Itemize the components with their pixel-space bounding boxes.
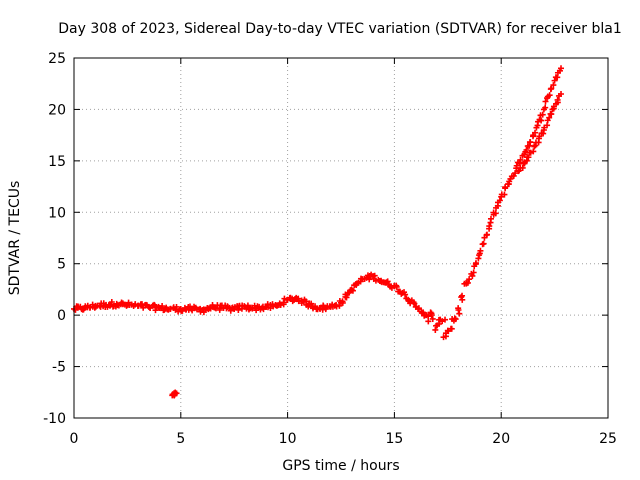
data-point (371, 272, 378, 279)
data-point (480, 240, 487, 247)
data-point (525, 154, 532, 161)
axis-ticks: 0 5 10 15 20 25 -10 -5 0 5 10 15 20 25 (43, 51, 617, 447)
y-tick-label: 0 (57, 308, 66, 324)
data-point (546, 114, 553, 121)
data-point (548, 111, 555, 118)
data-point (429, 315, 436, 322)
data-point (235, 306, 242, 313)
data-point (532, 129, 539, 136)
data-point (349, 287, 356, 294)
data-point (280, 301, 287, 308)
data-point (464, 279, 471, 286)
data-point (455, 307, 462, 313)
data-point (496, 197, 503, 204)
y-tick-label: 5 (57, 257, 66, 273)
data-point (539, 111, 546, 118)
chart-title: Day 308 of 2023, Sidereal Day-to-day VTE… (58, 21, 621, 37)
data-point (542, 104, 549, 111)
data-point (179, 307, 186, 314)
data-point (456, 310, 463, 317)
data-point (167, 305, 174, 312)
y-tick-label: -10 (43, 411, 66, 427)
y-tick-label: 10 (48, 205, 66, 221)
y-axis-label: SDTVAR / TECUs (7, 181, 23, 296)
data-point (558, 91, 565, 97)
y-tick-label: 15 (48, 154, 66, 170)
data-point (343, 294, 350, 301)
plot-frame (73, 57, 609, 419)
data-point (459, 296, 466, 303)
data-point (469, 272, 476, 279)
data-point (308, 300, 315, 307)
data-point (550, 82, 557, 89)
data-point (548, 85, 555, 92)
data-point (477, 247, 484, 254)
data-point (415, 305, 422, 312)
data-point (415, 306, 422, 313)
grid-lines (74, 58, 608, 418)
data-point (527, 139, 534, 146)
data-point (322, 306, 329, 313)
data-point (377, 278, 384, 285)
x-tick-label: 5 (176, 431, 185, 447)
x-tick-label: 20 (492, 431, 510, 447)
data-point (428, 312, 435, 319)
data-marks (71, 65, 565, 399)
data-point (425, 318, 432, 325)
data-point (554, 96, 561, 103)
data-point (339, 298, 346, 305)
x-axis-label: GPS time / hours (282, 458, 399, 474)
data-point (542, 98, 549, 105)
data-point (484, 231, 491, 238)
data-point (442, 316, 449, 323)
data-point (173, 390, 180, 397)
data-point (452, 316, 459, 323)
data-point (466, 276, 473, 283)
data-point (502, 183, 509, 190)
data-point (530, 148, 537, 155)
x-tick-label: 10 (279, 431, 297, 447)
data-point (492, 210, 499, 217)
data-point (523, 147, 530, 154)
x-tick-label: 25 (599, 431, 617, 447)
data-point (487, 215, 494, 222)
data-point (108, 299, 115, 306)
data-point (558, 65, 565, 72)
y-tick-label: 25 (48, 51, 66, 67)
data-point (470, 269, 477, 276)
data-point (472, 260, 479, 267)
data-point (512, 170, 519, 177)
data-point (501, 191, 508, 198)
data-point (442, 333, 449, 340)
data-point (538, 117, 545, 124)
y-tick-label: -5 (52, 360, 66, 376)
data-point (486, 223, 493, 230)
data-point (159, 303, 166, 310)
data-point (425, 313, 432, 320)
data-point (402, 291, 409, 298)
data-point (448, 325, 455, 332)
data-point (393, 283, 400, 290)
data-point (517, 156, 524, 163)
data-point (546, 92, 553, 99)
data-point (513, 162, 520, 169)
y-tick-label: 20 (48, 102, 66, 118)
data-point (173, 303, 180, 310)
x-tick-label: 0 (70, 431, 79, 447)
data-point (536, 133, 543, 140)
data-point (384, 278, 391, 285)
data-point (551, 77, 558, 84)
x-tick-label: 15 (385, 431, 403, 447)
